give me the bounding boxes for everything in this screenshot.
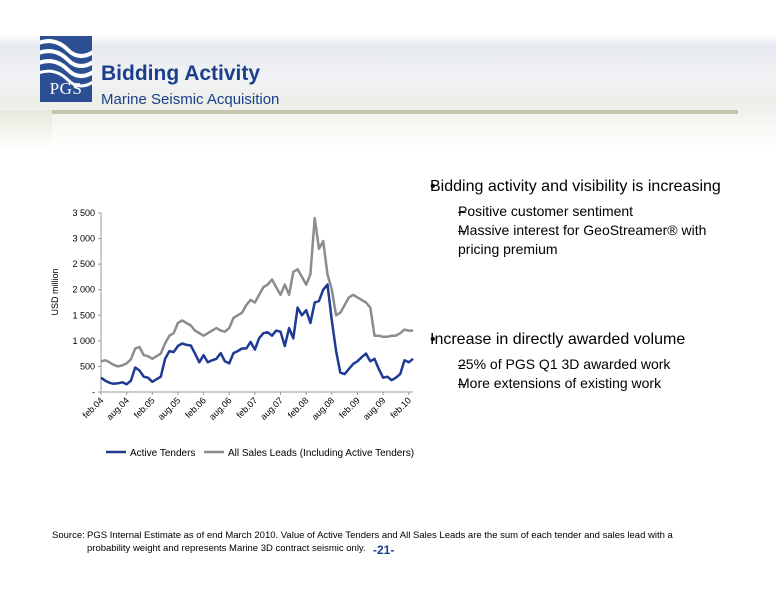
y-tick-label: 1 500 — [72, 310, 95, 320]
bullet-item: Increase in directly awarded volume 25% … — [430, 329, 730, 393]
y-axis-label: USD million — [50, 268, 60, 315]
sub-bullet-item: Massive interest for GeoStreamer® with p… — [458, 221, 730, 259]
page-number: -21- — [373, 543, 395, 557]
series-lines — [100, 216, 414, 386]
page-title: Bidding Activity — [101, 62, 261, 85]
pgs-logo: PGS — [40, 36, 92, 102]
sub-bullet-item: Positive customer sentiment — [458, 202, 730, 221]
x-tick-label: feb.09 — [337, 395, 362, 420]
x-tick-label: aug.08 — [310, 395, 337, 422]
sub-bullets: 25% of PGS Q1 3D awarded work More exten… — [458, 355, 730, 393]
wave-icon — [40, 39, 92, 88]
x-tick-label: feb.07 — [235, 395, 260, 420]
logo-text: PGS — [49, 79, 83, 98]
y-tick-label: 1 000 — [72, 336, 95, 346]
x-tick-label: aug.04 — [105, 395, 132, 422]
source-note: Source: PGS Internal Estimate as of end … — [52, 529, 712, 555]
source-label: Source: — [52, 530, 85, 541]
series-line — [100, 216, 413, 368]
sub-bullets: Positive customer sentiment Massive inte… — [458, 202, 730, 259]
y-ticks: - 500 1 000 1 500 2 000 2 500 3 000 3 500 — [72, 208, 101, 397]
x-tick-label: aug.07 — [258, 395, 285, 422]
y-tick-label: 500 — [80, 361, 95, 371]
bullet-group-2: Increase in directly awarded volume 25% … — [430, 329, 730, 393]
bullet-group-1: Bidding activity and visibility is incre… — [430, 176, 730, 259]
x-tick-label: feb.06 — [183, 395, 208, 420]
x-tick-label: feb.05 — [132, 395, 157, 420]
title-rule — [52, 110, 738, 114]
legend-label: All Sales Leads (Including Active Tender… — [228, 448, 414, 459]
sub-bullet-item: More extensions of existing work — [458, 374, 730, 393]
sub-bullet-item: 25% of PGS Q1 3D awarded work — [458, 355, 730, 374]
y-tick-label: 2 000 — [72, 285, 95, 295]
x-tick-label: feb.10 — [388, 395, 413, 420]
bullet-item: Bidding activity and visibility is incre… — [430, 176, 730, 259]
x-tick-label: feb.08 — [286, 395, 311, 420]
legend-label: Active Tenders — [130, 448, 195, 459]
y-tick-label: 3 500 — [72, 208, 95, 218]
series-line — [100, 283, 414, 386]
bullet-text: Increase in directly awarded volume — [430, 331, 686, 348]
x-tick-label: feb.04 — [81, 395, 106, 420]
legend: Active Tenders All Sales Leads (Including… — [106, 448, 414, 459]
x-ticks: feb.04 aug.04 feb.05 aug.05 feb.06 aug.06 feb.… — [81, 392, 413, 422]
bullet-text: Bidding activity and visibility is incre… — [430, 178, 721, 195]
x-tick-label: aug.06 — [207, 395, 234, 422]
left-decoration — [0, 110, 52, 150]
x-tick-label: aug.05 — [156, 395, 183, 422]
y-tick-label: - — [92, 387, 95, 397]
y-tick-label: 3 000 — [72, 234, 95, 244]
header-band — [0, 0, 776, 148]
source-text: PGS Internal Estimate as of end March 20… — [87, 530, 673, 554]
y-tick-label: 2 500 — [72, 259, 95, 269]
x-tick-label: aug.09 — [361, 395, 388, 422]
page-subtitle: Marine Seismic Acquisition — [101, 91, 280, 108]
